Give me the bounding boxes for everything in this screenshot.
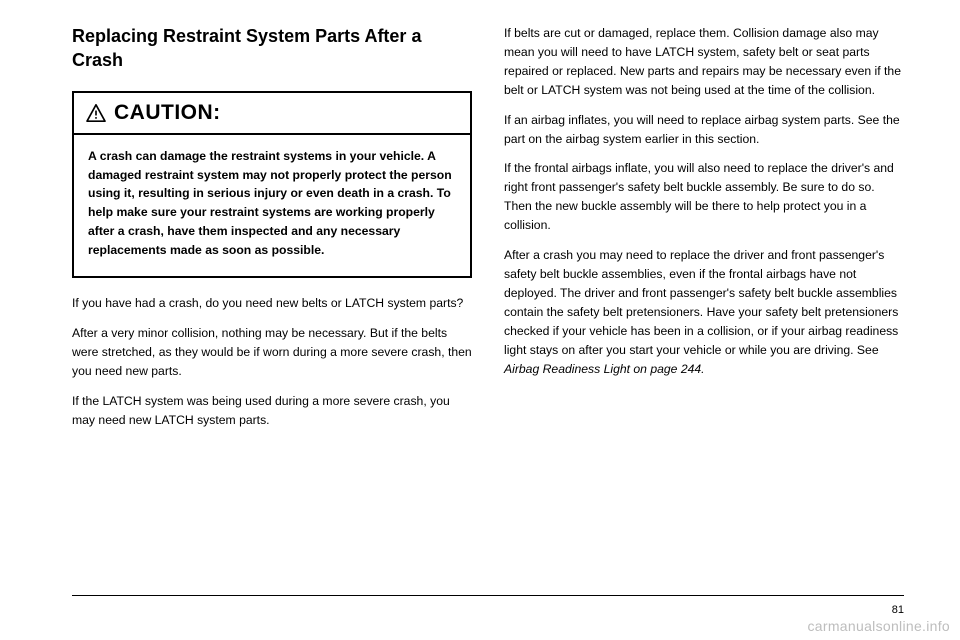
body-paragraph: If you have had a crash, do you need new… <box>72 294 472 313</box>
caution-label: CAUTION: <box>114 101 221 125</box>
caution-header: CAUTION: <box>74 93 470 135</box>
warning-triangle-icon <box>86 104 106 122</box>
watermark-text: carmanualsonline.info <box>808 618 951 634</box>
left-column: Replacing Restraint System Parts After a… <box>72 24 472 440</box>
cross-reference-link: Airbag Readiness Light on page 244. <box>504 362 705 376</box>
caution-body-text: A crash can damage the restraint systems… <box>74 135 470 276</box>
page-number: 81 <box>892 604 904 616</box>
body-paragraph: After a crash you may need to replace th… <box>504 246 904 378</box>
body-paragraph: If belts are cut or damaged, replace the… <box>504 24 904 100</box>
body-paragraph: If an airbag inflates, you will need to … <box>504 111 904 149</box>
paragraph-text: After a crash you may need to replace th… <box>504 248 898 357</box>
body-paragraph: If the frontal airbags inflate, you will… <box>504 159 904 235</box>
footer-rule <box>72 595 904 596</box>
body-paragraph: After a very minor collision, nothing ma… <box>72 324 472 381</box>
section-heading: Replacing Restraint System Parts After a… <box>72 24 472 73</box>
caution-box: CAUTION: A crash can damage the restrain… <box>72 91 472 278</box>
body-paragraph: If the LATCH system was being used durin… <box>72 392 472 430</box>
right-column: If belts are cut or damaged, replace the… <box>504 24 904 440</box>
manual-page: Replacing Restraint System Parts After a… <box>0 0 960 440</box>
